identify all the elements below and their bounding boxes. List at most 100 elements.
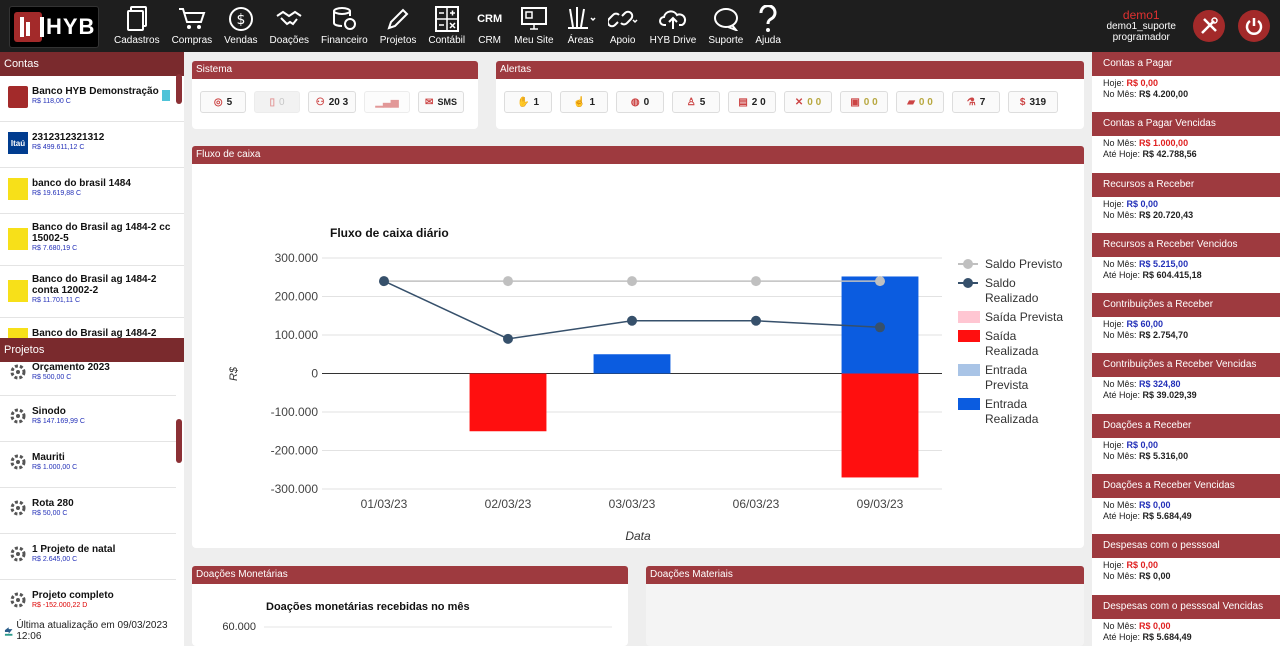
hyb-logo[interactable]: HYB <box>9 6 99 48</box>
main-nav: Cadastros Compras $ Vendas Doações Finan… <box>108 0 787 52</box>
alert-button[interactable]: ☝ 1 <box>560 91 608 113</box>
alert-button[interactable]: ▤ 2 0 <box>728 91 776 113</box>
alert-button[interactable]: ♙ 5 <box>672 91 720 113</box>
nav-projetos[interactable]: Projetos <box>374 0 423 52</box>
coins-icon <box>331 5 357 33</box>
summary-block[interactable]: Doações a Receber Vencidas No Mês: R$ 0,0… <box>1092 474 1280 535</box>
gear-icon <box>8 362 28 384</box>
summary-body: No Mês: R$ 324,80 Até Hoje: R$ 39.029,39 <box>1092 377 1280 414</box>
user-login: demo1_suporte <box>1106 21 1177 32</box>
alert-button[interactable]: $319 <box>1008 91 1058 113</box>
nav-suporte[interactable]: Suporte <box>702 0 749 52</box>
sistema-button-sms[interactable]: ✉ SMS <box>418 91 464 113</box>
projects-list[interactable]: Orçamento 2023 R$ 500,00 C Sinodo R$ 147… <box>0 362 176 624</box>
alert-button[interactable]: ▰ 0 0 <box>896 91 944 113</box>
projetos-header: Projetos <box>0 338 184 362</box>
summary-block[interactable]: Contribuições a Receber Vencidas No Mês: … <box>1092 353 1280 414</box>
nav-meu-site[interactable]: Meu Site <box>508 0 559 52</box>
nav-compras[interactable]: Compras <box>166 0 219 52</box>
top-bar: HYB Cadastros Compras $ Vendas Doações <box>0 0 1280 52</box>
summary-block[interactable]: Contas a Pagar Vencidas No Mês: R$ 1.000,… <box>1092 112 1280 173</box>
summary-block[interactable]: Contribuições a Receber Hoje: R$ 60,00 No … <box>1092 293 1280 354</box>
fluxo-caixa-panel: Fluxo de caixa Fluxo de caixa diário R$ … <box>192 146 1084 548</box>
sistema-button-phone[interactable]: ▯ 0 <box>254 91 300 113</box>
account-item[interactable]: Banco do Brasil ag 1484-2 conta 12002-2 … <box>0 266 184 318</box>
nav-doacoes[interactable]: Doações <box>264 0 315 52</box>
hand-give-icon: ☝ <box>572 96 586 108</box>
cart-icon <box>178 5 206 33</box>
account-item[interactable]: Itaú 2312312321312 R$ 499.611,12 C <box>0 122 184 168</box>
legend-swatch <box>963 259 973 269</box>
sms-icon: ✉ <box>425 96 434 108</box>
refresh-icon[interactable] <box>4 626 13 637</box>
summary-block[interactable]: Recursos a Receber Vencidos No Mês: R$ 5.… <box>1092 232 1280 293</box>
alert-button[interactable]: ✕ 0 0 <box>784 91 832 113</box>
summary-value-2: R$ 39.029,39 <box>1142 390 1197 401</box>
point-saldo-realizado <box>875 322 885 333</box>
sistema-button-target[interactable]: ◎ 5 <box>200 91 246 113</box>
summary-body: No Mês: R$ 0,00 Até Hoje: R$ 5.684,49 <box>1092 498 1280 535</box>
summary-block[interactable]: Doações a Receber Hoje: R$ 0,00 No Mês: R$… <box>1092 413 1280 474</box>
summary-block[interactable]: Despesas com o pesssoal Hoje: R$ 0,00 No M… <box>1092 534 1280 595</box>
summary-value-2: R$ 0,00 <box>1139 571 1171 582</box>
projects-scrollbar[interactable] <box>176 419 182 463</box>
calculator-icon <box>434 5 459 33</box>
areas-icon <box>566 5 596 33</box>
x-tick-label: 02/03/23 <box>485 497 532 511</box>
ledger-icon: ▤ <box>738 96 748 108</box>
alert-button[interactable]: ▣ 0 0 <box>840 91 888 113</box>
fluxo-caixa-title: Fluxo de caixa <box>192 146 1084 164</box>
summary-title: Contas a Pagar Vencidas <box>1092 112 1280 137</box>
alert-button[interactable]: ✋ 1 <box>504 91 552 113</box>
nav-vendas[interactable]: $ Vendas <box>218 0 263 52</box>
summary-line-2: No Mês: R$ 5.316,00 <box>1103 450 1189 461</box>
account-item[interactable]: Banco do Brasil ag 1484-2 cc 15002-5 R$ … <box>0 214 184 266</box>
project-item[interactable]: Sinodo R$ 147.169,99 C <box>0 396 176 442</box>
summary-body: No Mês: R$ 5.215,00 Até Hoje: R$ 604.415,… <box>1092 256 1280 293</box>
legend-label: Saldo <box>985 276 1016 290</box>
project-item[interactable]: 1 Projeto de natal R$ 2.645,00 C <box>0 534 176 580</box>
nav-areas[interactable]: Áreas <box>560 0 602 52</box>
summary-block[interactable]: Contas a Pagar Hoje: R$ 0,00 No Mês: R$ 4.… <box>1092 52 1280 112</box>
logout-button[interactable] <box>1238 10 1270 42</box>
accounts-list[interactable]: Banco HYB Demonstração R$ 118,00 C Itaú … <box>0 76 184 338</box>
accounts-scrollbar[interactable] <box>176 74 182 104</box>
summary-value-1: R$ 5.215,00 <box>1139 258 1189 269</box>
user-info[interactable]: demo1 demo1_suporte programador <box>1106 9 1177 43</box>
project-item[interactable]: Orçamento 2023 R$ 500,00 C <box>0 362 176 396</box>
nav-crm[interactable]: CRM CRM <box>471 0 508 52</box>
summary-scrollbar[interactable] <box>1276 52 1280 76</box>
sistema-button-signal[interactable]: ▁▃▅ <box>364 91 410 113</box>
summary-value-1: R$ 0,00 <box>1126 78 1159 88</box>
legend-label: Saída Prevista <box>985 310 1063 324</box>
chat-icon <box>713 5 739 33</box>
nav-contabil[interactable]: Contábil <box>422 0 471 52</box>
statement-icon[interactable] <box>162 90 170 101</box>
summary-title: Doações a Receber Vencidas <box>1092 474 1280 499</box>
alert-button[interactable]: ◍ 0 <box>616 91 664 113</box>
cash-icon: ▰ <box>907 96 915 108</box>
project-item[interactable]: Rota 280 R$ 50,00 C <box>0 488 176 534</box>
summary-body: Hoje: R$ 0,00 No Mês: R$ 4.200,00 <box>1092 76 1280 112</box>
alertas-buttons: ✋ 1 ☝ 1 ◍ 0 ♙ 5 ▤ 2 0 ✕ 0 0 ▣ 0 0 ▰ 0 0 ⚗ 7 $319 <box>496 79 1084 125</box>
bb-icon <box>8 280 28 302</box>
project-item[interactable]: Projeto completo R$ -152.000,22 D <box>0 580 176 624</box>
nav-hyb-drive[interactable]: HYB Drive <box>644 0 703 52</box>
bb-icon <box>8 228 28 250</box>
y-tick-label: -300.000 <box>271 482 319 496</box>
legend-swatch <box>958 398 980 410</box>
project-item[interactable]: Mauriti R$ 1.000,00 C <box>0 442 176 488</box>
account-item[interactable]: banco do brasil 1484 R$ 19.619,88 C <box>0 168 184 214</box>
sistema-button-users[interactable]: ⚇ 20 3 <box>308 91 356 113</box>
settings-tools-button[interactable] <box>1193 10 1225 42</box>
nav-ajuda[interactable]: Ajuda <box>749 0 787 52</box>
account-item[interactable]: Banco do Brasil ag 1484-2 <box>0 318 184 338</box>
summary-block[interactable]: Recursos a Receber Hoje: R$ 0,00 No Mês: R… <box>1092 172 1280 233</box>
summary-title: Despesas com o pesssoal Vencidas <box>1092 594 1280 619</box>
summary-block[interactable]: Despesas com o pesssoal Vencidas No Mês: … <box>1092 594 1280 646</box>
nav-cadastros[interactable]: Cadastros <box>108 0 166 52</box>
alert-button[interactable]: ⚗ 7 <box>952 91 1000 113</box>
nav-financeiro[interactable]: Financeiro <box>315 0 374 52</box>
nav-apoio[interactable]: Apoio <box>602 0 644 52</box>
account-item[interactable]: Banco HYB Demonstração R$ 118,00 C <box>0 76 184 122</box>
